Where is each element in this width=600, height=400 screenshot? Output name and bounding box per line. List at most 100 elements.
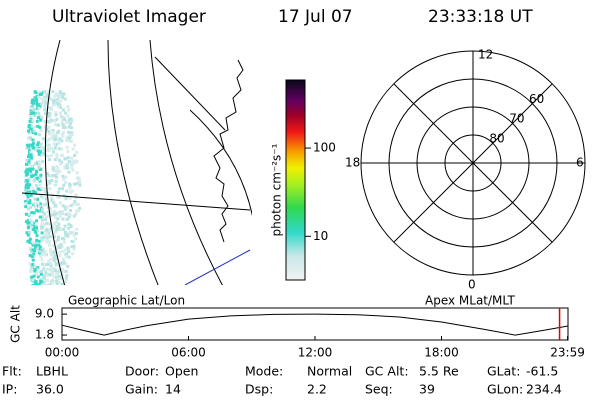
speckle (34, 205, 37, 209)
speckle (32, 243, 36, 247)
speckle (52, 201, 56, 205)
speckle (58, 212, 62, 216)
speckle (57, 141, 61, 145)
speckle (60, 115, 64, 119)
speckle (47, 129, 51, 133)
speckle (66, 265, 70, 269)
speckle (64, 262, 68, 266)
speckle (55, 254, 58, 258)
speckle (58, 254, 62, 258)
speckle (42, 267, 46, 271)
speckle (71, 189, 75, 193)
speckle (32, 107, 36, 111)
speckle (37, 95, 41, 99)
speckle (48, 158, 52, 162)
speckle (50, 119, 54, 122)
speckle (67, 135, 71, 139)
lat-label: 60 (529, 92, 544, 106)
speckle (37, 133, 41, 137)
speckle (46, 154, 50, 158)
speckle (45, 108, 49, 112)
speckle (44, 271, 48, 275)
speckle (40, 208, 44, 212)
speckle (48, 273, 52, 277)
speckle (53, 173, 57, 177)
speckle (48, 120, 52, 124)
speckle (35, 113, 39, 117)
speckle (40, 215, 44, 219)
speckle (53, 254, 57, 258)
speckle (25, 231, 29, 235)
speckle (30, 254, 34, 258)
speckle (44, 120, 47, 124)
speckle (32, 241, 36, 245)
speckle (45, 228, 49, 231)
speckle (27, 152, 31, 156)
info-value: LBHL (36, 364, 68, 379)
speckle (72, 247, 76, 251)
speckle (30, 221, 34, 225)
speckle (60, 120, 64, 124)
speckle (56, 228, 60, 231)
speckle (46, 263, 50, 266)
speckle (63, 205, 67, 209)
speckle (28, 149, 31, 153)
speckle (38, 215, 42, 219)
speckle (74, 193, 78, 197)
speckle (39, 277, 43, 281)
speckle (58, 137, 62, 141)
speckle (47, 233, 51, 237)
speckle (51, 129, 55, 132)
speckle (55, 225, 59, 228)
speckle (31, 187, 35, 191)
speckle (55, 152, 59, 156)
speckle (25, 162, 28, 166)
speckle (39, 272, 43, 276)
speckle (67, 249, 71, 253)
speckle (55, 170, 59, 174)
speckle (50, 251, 54, 255)
speckle (25, 158, 29, 162)
speckle (71, 231, 75, 234)
speckle (37, 165, 41, 169)
speckle (57, 263, 60, 267)
speckle (59, 105, 62, 109)
speckle (29, 109, 33, 113)
speckle (52, 270, 56, 273)
speckle (62, 269, 65, 273)
speckle (31, 278, 35, 282)
speckle (33, 125, 37, 129)
speckle (63, 117, 66, 121)
speckle (69, 126, 73, 130)
speckle (30, 146, 34, 150)
speckle (52, 119, 56, 123)
speckle (62, 237, 66, 241)
speckle (42, 235, 46, 239)
speckle (64, 276, 68, 280)
speckle (47, 132, 51, 136)
speckle (30, 250, 33, 254)
speckle (46, 267, 50, 271)
speckle (48, 187, 52, 190)
mlt-label: 18 (345, 156, 360, 170)
speckle (41, 239, 45, 242)
speckle (65, 145, 69, 149)
speckle (25, 166, 29, 170)
speckle (65, 252, 69, 256)
speckle (35, 267, 39, 271)
speckle (28, 177, 32, 181)
info-label: GLat: (487, 364, 520, 379)
x-tick-label: 00:00 (45, 346, 80, 360)
speckle (52, 233, 56, 237)
info-label: Flt: (2, 364, 22, 379)
speckle (27, 225, 31, 229)
speckle (78, 207, 81, 210)
speckle (57, 102, 61, 106)
speckle (63, 248, 67, 252)
speckle (51, 90, 55, 94)
speckle (50, 136, 54, 140)
speckle (27, 160, 31, 164)
speckle (32, 180, 36, 183)
speckle (30, 107, 34, 110)
speckle (51, 134, 55, 138)
